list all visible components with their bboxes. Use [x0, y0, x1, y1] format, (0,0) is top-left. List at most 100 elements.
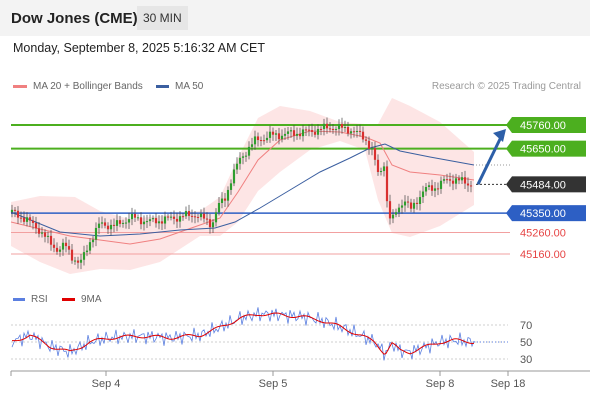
level-label-2: 45484.00: [520, 179, 566, 191]
candle-body-0: [10, 209, 14, 212]
candle-body-98: [304, 129, 308, 131]
candle-body-99: [307, 129, 311, 131]
rsi-line: [11, 307, 475, 361]
candle-body-76: [238, 157, 242, 164]
ma50-line: [10, 143, 475, 237]
candle-body-52: [166, 216, 170, 218]
timeframe-button[interactable]: 30 MIN: [137, 6, 188, 30]
candle-body-15: [55, 247, 59, 252]
candle-body-111: [343, 127, 347, 129]
legend-ma20: MA 20 + Bollinger Bands: [13, 81, 143, 92]
candle-body-141: [433, 188, 437, 191]
level-tag-pointer-3: [506, 205, 512, 222]
candle-body-121: [373, 148, 377, 160]
level-label-0: 45760.00: [520, 120, 566, 132]
candle-body-107: [331, 128, 335, 130]
candle-body-81: [253, 136, 257, 145]
candle-body-110: [340, 123, 344, 128]
candle-body-148: [454, 178, 458, 184]
candle-body-2: [16, 210, 20, 218]
candle-body-9: [37, 228, 41, 234]
candle-body-23: [79, 259, 83, 263]
candle-body-113: [349, 131, 353, 134]
candle-body-44: [142, 221, 146, 225]
candle-body-37: [121, 222, 125, 224]
level-tag-pointer-0: [506, 117, 512, 133]
candle-body-41: [133, 213, 137, 218]
candle-body-138: [424, 187, 428, 192]
candle-body-45: [145, 221, 149, 223]
bollinger-band: [11, 98, 474, 274]
ma20-line: [10, 130, 475, 245]
candle-body-103: [319, 128, 323, 130]
candle-body-109: [337, 123, 341, 130]
candle-body-100: [310, 130, 314, 132]
credit-text: Research © 2025 Trading Central: [431, 81, 581, 92]
candle-body-27: [91, 239, 95, 243]
candle-body-95: [295, 133, 299, 136]
candle-body-69: [217, 202, 221, 213]
candle-body-132: [406, 201, 410, 203]
candle-body-16: [58, 249, 62, 252]
candle-body-29: [97, 223, 101, 228]
level-label-5: 45160.00: [520, 249, 566, 261]
candle-body-20: [70, 249, 74, 261]
level-label-3: 45350.00: [520, 208, 566, 220]
candle-body-126: [388, 201, 392, 219]
candle-body-88: [274, 133, 278, 135]
candle-body-60: [190, 215, 194, 217]
candle-body-1: [13, 209, 17, 211]
candle-body-136: [418, 197, 422, 204]
timestamp: Monday, September 8, 2025 5:16:32 AM CET: [13, 41, 265, 55]
candle-body-143: [439, 180, 443, 189]
candle-body-94: [292, 130, 296, 136]
candle-body-153: [469, 185, 473, 187]
candle-body-30: [100, 222, 104, 224]
level-label-4: 45260.00: [520, 228, 566, 240]
level-tag-pointer-1: [506, 140, 512, 157]
candle-body-46: [148, 219, 152, 222]
rsi-swatch: [13, 298, 25, 301]
candle-body-85: [265, 137, 269, 141]
candle-body-93: [289, 130, 293, 132]
candle-body-71: [223, 198, 227, 201]
candle-body-120: [370, 148, 374, 150]
candle-body-142: [436, 188, 440, 190]
candle-body-25: [85, 250, 89, 253]
candle-body-108: [334, 129, 338, 131]
candle-body-34: [112, 224, 116, 226]
candle-body-116: [358, 130, 362, 132]
candle-body-146: [448, 179, 452, 181]
candle-body-104: [322, 123, 326, 130]
candle-body-128: [394, 212, 398, 215]
candle-body-106: [328, 128, 332, 130]
candle-body-125: [385, 166, 389, 202]
candle-body-59: [187, 211, 191, 216]
level-tag-3: [512, 205, 586, 222]
candle-body-8: [34, 222, 38, 229]
candle-body-72: [226, 189, 230, 201]
candle-body-17: [61, 242, 65, 250]
candle-body-145: [445, 179, 449, 181]
candle-body-96: [298, 133, 302, 137]
candle-body-7: [31, 220, 35, 223]
candle-body-87: [271, 131, 275, 135]
x-tick-label-3: Sep 18: [491, 378, 526, 390]
candle-body-53: [169, 216, 173, 218]
candle-body-127: [391, 214, 395, 219]
candle-body-50: [160, 221, 164, 224]
candle-body-151: [463, 177, 467, 184]
candle-body-39: [127, 219, 131, 223]
candle-body-119: [367, 140, 371, 149]
candle-body-4: [22, 217, 26, 222]
candle-body-38: [124, 222, 128, 224]
candle-body-130: [400, 205, 404, 208]
candle-body-73: [229, 183, 233, 190]
x-tick-label-0: Sep 4: [92, 378, 121, 390]
candle-body-124: [382, 166, 386, 172]
level-label-1: 45650.00: [520, 144, 566, 156]
candle-body-35: [115, 220, 119, 226]
candle-body-49: [157, 221, 161, 224]
candle-body-139: [427, 185, 431, 188]
candle-body-58: [184, 211, 188, 217]
